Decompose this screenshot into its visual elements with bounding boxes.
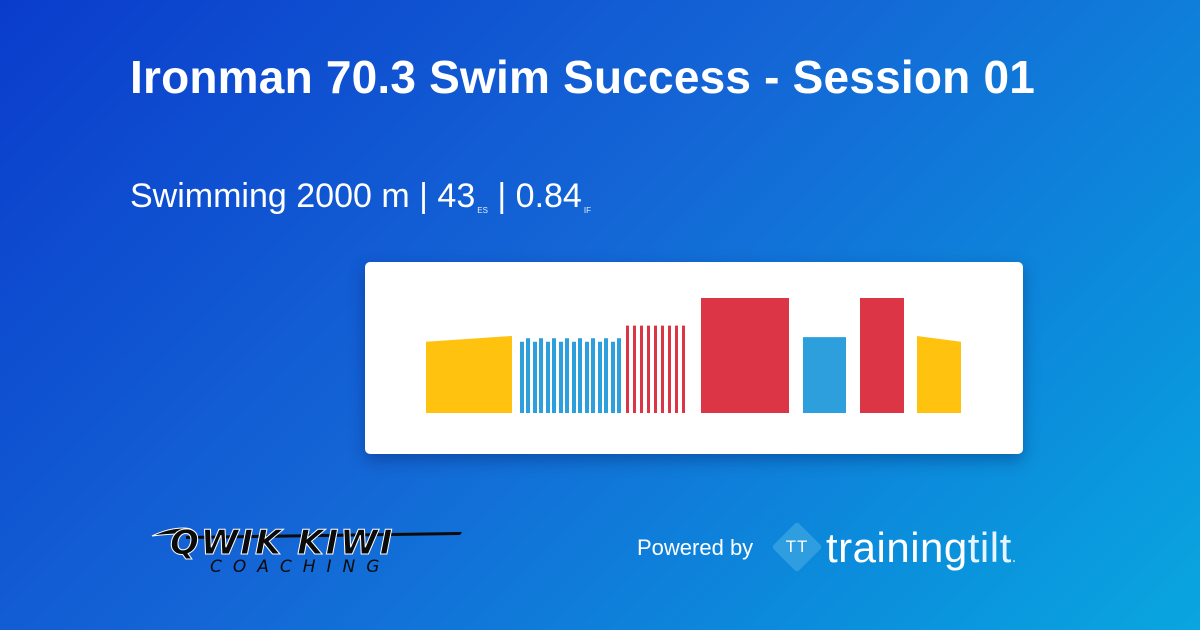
- coach-logo-name: QWIK KIWI: [169, 523, 395, 563]
- interval-bar-red: [626, 325, 629, 413]
- workout-summary: Swimming 2000 m | 43 ES | 0.84 IF: [130, 174, 591, 233]
- interval-bar-blue: [604, 338, 608, 413]
- interval-bar-blue: [585, 341, 589, 413]
- interval-bar-blue: [539, 338, 543, 413]
- interval-bar-blue: [578, 338, 582, 413]
- interval-bar-red: [682, 325, 685, 413]
- coach-logo: QWIK KIWI COACHING: [150, 522, 470, 582]
- workout-title: Ironman 70.3 Swim Success - Session 01: [130, 51, 1036, 103]
- es-unit: ES: [477, 206, 488, 215]
- interval-bar-blue: [803, 337, 846, 413]
- interval-bar-blue: [533, 341, 537, 413]
- interval-bar-blue: [591, 338, 595, 413]
- sport-label: Swimming: [130, 177, 287, 215]
- kiwi-swoosh-icon: [151, 527, 462, 539]
- interval-bar-red: [860, 298, 904, 413]
- distance-value: 2000 m: [296, 177, 410, 215]
- es-value: 43: [437, 177, 476, 215]
- brand-dot: .: [1011, 549, 1017, 566]
- separator: |: [419, 177, 428, 215]
- interval-bar-red: [647, 325, 650, 413]
- powered-by-label: Powered by: [637, 535, 754, 560]
- trainingtilt-icon-letters: TT: [785, 537, 809, 556]
- interval-bar-warmup: [917, 335, 961, 413]
- interval-bar-red: [701, 298, 789, 413]
- interval-bar-red: [661, 325, 664, 413]
- coach-logo-tagline: COACHING: [210, 557, 391, 577]
- separator: |: [497, 177, 507, 215]
- interval-bar-blue: [617, 338, 621, 413]
- if-value: 0.84: [515, 177, 582, 215]
- interval-bar-red: [654, 325, 657, 413]
- interval-bar-blue: [520, 341, 524, 413]
- interval-bar-blue: [565, 338, 569, 413]
- interval-bar-blue: [611, 341, 615, 413]
- workout-interval-chart: [426, 298, 961, 413]
- workout-chart-card[interactable]: [365, 262, 1023, 454]
- interval-bar-blue: [546, 341, 550, 413]
- interval-bar-red: [633, 325, 636, 413]
- interval-bar-blue: [559, 341, 563, 413]
- trainingtilt-diamond-icon[interactable]: TT: [771, 521, 823, 573]
- if-unit: IF: [583, 206, 591, 215]
- trainingtilt-wordmark[interactable]: trainingtilt.: [826, 524, 1017, 582]
- interval-bar-red: [640, 325, 643, 413]
- interval-bar-blue: [572, 341, 576, 413]
- interval-bar-blue: [552, 338, 556, 413]
- interval-bar-blue: [598, 341, 602, 413]
- interval-bar-red: [668, 325, 671, 413]
- interval-bar-blue: [526, 338, 530, 413]
- brand-part-tilt: tilt: [967, 524, 1012, 571]
- interval-bar-red: [675, 325, 678, 413]
- brand-part-training: training: [826, 524, 968, 571]
- interval-bar-warmup: [426, 335, 512, 413]
